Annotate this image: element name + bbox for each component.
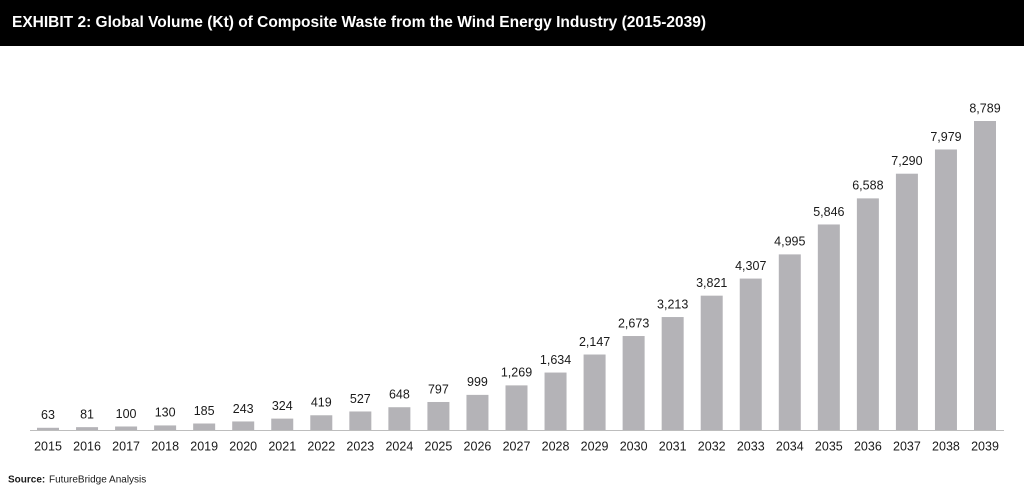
bar (427, 401, 450, 430)
x-tick-label: 2020 (229, 439, 257, 453)
bar (739, 278, 762, 430)
value-label: 797 (428, 382, 449, 396)
bar (505, 385, 528, 430)
x-tick-label: 2025 (425, 439, 453, 453)
title-bar (0, 0, 1024, 46)
x-tick-label: 2028 (542, 439, 570, 453)
x-tick-label: 2023 (346, 439, 374, 453)
x-tick-label: 2029 (581, 439, 609, 453)
bar (37, 427, 59, 430)
value-label: 8,789 (969, 101, 1000, 115)
bar (388, 407, 411, 430)
x-tick-label: 2021 (268, 439, 296, 453)
bar (817, 224, 840, 430)
x-tick-label: 2032 (698, 439, 726, 453)
value-label: 7,290 (891, 154, 922, 168)
bar (349, 411, 372, 430)
x-tick-label: 2030 (620, 439, 648, 453)
x-tick-label: 2037 (893, 439, 921, 453)
x-tick-label: 2036 (854, 439, 882, 453)
value-label: 130 (155, 406, 176, 420)
x-tick-label: 2035 (815, 439, 843, 453)
bar (856, 198, 879, 430)
value-label: 1,634 (540, 353, 571, 367)
value-label: 648 (389, 388, 410, 402)
value-label: 81 (80, 407, 94, 421)
x-tick-label: 2016 (73, 439, 101, 453)
bar (310, 415, 333, 430)
x-tick-label: 2026 (464, 439, 492, 453)
bar (544, 372, 567, 430)
source: FutureBridge Analysis (49, 475, 146, 486)
bar (154, 425, 177, 430)
value-label: 4,995 (774, 235, 805, 249)
x-tick-label: 2039 (971, 439, 999, 453)
bar (232, 421, 255, 430)
value-label: 2,673 (618, 316, 649, 330)
bar (115, 426, 138, 430)
value-label: 243 (233, 402, 254, 416)
bar (934, 149, 957, 430)
x-tick-label: 2017 (112, 439, 140, 453)
x-tick-label: 2034 (776, 439, 804, 453)
value-label: 1,269 (501, 366, 532, 380)
x-tick-label: 2033 (737, 439, 765, 453)
x-tick-label: 2027 (503, 439, 531, 453)
chart-title: EXHIBIT 2: Global Volume (Kt) of Composi… (12, 14, 706, 31)
value-label: 185 (194, 404, 215, 418)
x-tick-label: 2018 (151, 439, 179, 453)
bar (661, 317, 684, 430)
x-tick-label: 2015 (34, 439, 62, 453)
value-label: 419 (311, 396, 332, 410)
value-label: 3,821 (696, 276, 727, 290)
x-tick-label: 2024 (385, 439, 413, 453)
value-label: 6,588 (852, 179, 883, 193)
bar (193, 423, 216, 430)
source-label: Source: (8, 475, 45, 486)
bar (622, 336, 645, 430)
value-label: 7,979 (930, 130, 961, 144)
bar (583, 354, 606, 430)
bar (271, 418, 294, 430)
bar (974, 121, 996, 430)
x-tick-label: 2038 (932, 439, 960, 453)
x-tick-label: 2019 (190, 439, 218, 453)
value-label: 999 (467, 375, 488, 389)
value-label: 4,307 (735, 259, 766, 273)
bar (700, 295, 723, 430)
bar (895, 173, 918, 430)
bar (76, 427, 99, 430)
value-label: 324 (272, 399, 293, 413)
value-label: 3,213 (657, 297, 688, 311)
value-label: 2,147 (579, 335, 610, 349)
value-label: 5,846 (813, 205, 844, 219)
x-tick-label: 2031 (659, 439, 687, 453)
value-label: 100 (116, 407, 137, 421)
bar (778, 254, 801, 430)
value-label: 63 (41, 408, 55, 422)
bar (466, 394, 489, 430)
value-label: 527 (350, 392, 371, 406)
x-tick-label: 2022 (307, 439, 335, 453)
